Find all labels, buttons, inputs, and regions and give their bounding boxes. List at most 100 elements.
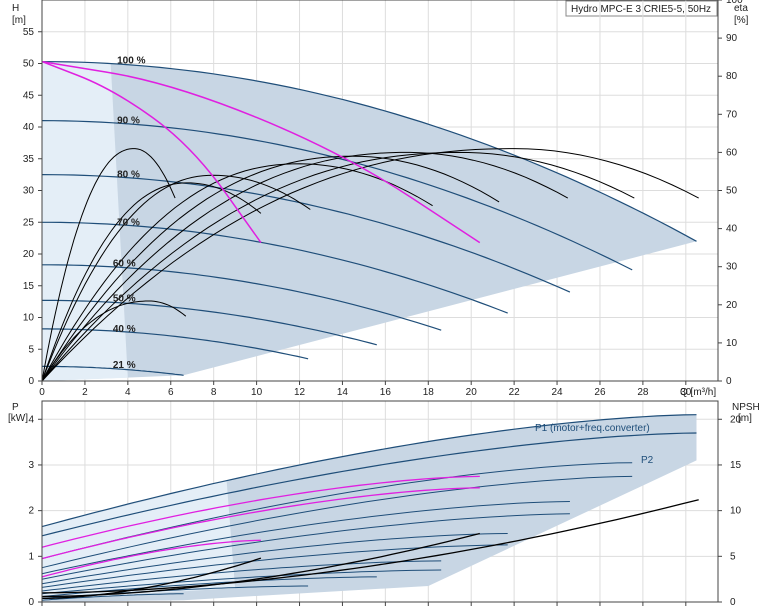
p-axis-label: P: [12, 402, 19, 413]
x-tick-label: 18: [423, 387, 435, 398]
x-tick-label: 30: [680, 387, 692, 398]
y-left-tick-label: 10: [23, 313, 35, 324]
x-tick-label: 0: [39, 387, 45, 398]
y-left-tick-label: 25: [23, 217, 35, 228]
y-left-tick-label: 15: [23, 281, 35, 292]
x-tick-label: 10: [251, 387, 263, 398]
power-curve-6: [41, 560, 442, 592]
efficiency-curve-4: [41, 163, 433, 382]
power-curve-4: [41, 533, 508, 585]
y-left-tick-label: 45: [23, 90, 35, 101]
npsh-axis-unit: [m]: [738, 413, 752, 424]
power-curve-3: [41, 513, 570, 580]
npsh-curve-1: [41, 532, 480, 598]
speed-label: 70 %: [117, 217, 140, 228]
npsh-curve-2: [42, 557, 262, 599]
speed-label: 60 %: [113, 259, 136, 270]
npsh-tick-label: 20: [730, 414, 742, 425]
y-right-tick-label: 70: [726, 109, 738, 120]
efficiency-curve-2: [41, 151, 569, 382]
speed-label: 21 %: [113, 360, 136, 371]
chart-title: Hydro MPC-E 3 CRIE5-5, 50Hz: [571, 4, 711, 15]
efficiency-curve-3: [41, 155, 500, 382]
npsh-tick-label: 0: [730, 597, 736, 608]
y-right-tick-label: 90: [726, 33, 738, 44]
efficiency-curve-8: [41, 300, 187, 382]
p-tick-label: 3: [28, 460, 34, 471]
power-series-0: [41, 414, 697, 528]
best-efficiency-power-0: [41, 475, 480, 548]
x-tick-label: 22: [509, 387, 521, 398]
y-right-label: eta: [734, 3, 748, 14]
y-left-tick-label: 30: [23, 186, 35, 197]
y-left-label: H: [12, 3, 19, 14]
head-curve-3: [42, 221, 508, 314]
power-curve-1: [41, 475, 633, 569]
y-right-tick-label: 50: [726, 186, 738, 197]
y-right-tick-label: 30: [726, 262, 738, 273]
head-curve-7: [42, 365, 184, 376]
y-left-tick-label: 20: [23, 249, 35, 260]
head-envelope-area: [42, 61, 697, 381]
y-left-tick-label: 55: [23, 27, 35, 38]
speed-label: 90 %: [117, 116, 140, 127]
p-tick-label: 2: [28, 506, 34, 517]
y-right-tick-label: 0: [726, 376, 732, 387]
x-tick-label: 12: [294, 387, 306, 398]
speed-label: 80 %: [117, 170, 140, 181]
efficiency-curve-5: [41, 174, 311, 382]
npsh-axis-label: NPSH: [732, 402, 760, 413]
y-right-tick-label: 20: [726, 300, 738, 311]
x-tick-label: 8: [211, 387, 217, 398]
x-tick-label: 24: [551, 387, 563, 398]
x-tick-label: 2: [82, 387, 88, 398]
p1-series-label: P1 (motor+freq.converter): [535, 423, 650, 434]
efficiency-curve-7: [41, 148, 176, 382]
p-tick-label: 4: [28, 414, 34, 425]
x-tick-label: 6: [168, 387, 174, 398]
power-curve-10: [41, 593, 184, 601]
speed-label: 100 %: [117, 55, 145, 66]
y-right-tick-label: 100: [726, 0, 743, 6]
npsh-tick-label: 10: [730, 506, 742, 517]
x-tick-label: 4: [125, 387, 131, 398]
best-efficiency-power-2: [41, 539, 261, 578]
head-curve-2: [41, 174, 571, 293]
power-plot-frame: [41, 400, 719, 603]
power-plot: 0 1 2 3 4 0 5 10 15 20 P [kW] NPSH [m] P1 (motor+…: [8, 400, 760, 608]
head-curve-0: [41, 61, 697, 242]
head-curve-4: [42, 264, 442, 331]
power-curves: [41, 414, 699, 601]
x-tick-label: 26: [594, 387, 606, 398]
power-series-1: [41, 432, 697, 537]
power-plot-axes: 0 1 2 3 4 0 5 10 15 20: [28, 414, 741, 608]
speed-label: 40 %: [113, 324, 136, 335]
y-right-tick-label: 80: [726, 71, 738, 82]
best-efficiency-curves: [41, 60, 481, 244]
y-left-tick-label: 5: [28, 344, 34, 355]
npsh-curve-0: [41, 499, 699, 594]
head-curve-6: [42, 328, 309, 360]
power-curve-5: [41, 544, 508, 588]
y-right-tick-label: 60: [726, 147, 738, 158]
best-efficiency-curve-1: [41, 60, 481, 244]
best-efficiency-curve-0: [41, 60, 262, 244]
speed-label: 50 %: [113, 293, 136, 304]
efficiency-curve-0: [41, 148, 699, 382]
efficiency-curves: [41, 148, 699, 382]
y-right-tick-label: 10: [726, 338, 738, 349]
x-tick-label: 20: [466, 387, 478, 398]
x-tick-label: 16: [380, 387, 392, 398]
x-tick-label: 28: [637, 387, 649, 398]
y-right-tick-label: 40: [726, 224, 738, 235]
p-axis-unit: [kW]: [8, 413, 28, 424]
p2-series-label: P2: [641, 455, 654, 466]
speed-labels: 100 % 90 % 80 % 70 % 60 % 50 % 40 % 21 %: [113, 55, 146, 371]
y-left-tick-label: 40: [23, 122, 35, 133]
y-left-tick-label: 50: [23, 59, 35, 70]
npsh-tick-label: 5: [730, 551, 736, 562]
y-left-unit: [m]: [12, 15, 26, 26]
x-tick-label: 14: [337, 387, 349, 398]
